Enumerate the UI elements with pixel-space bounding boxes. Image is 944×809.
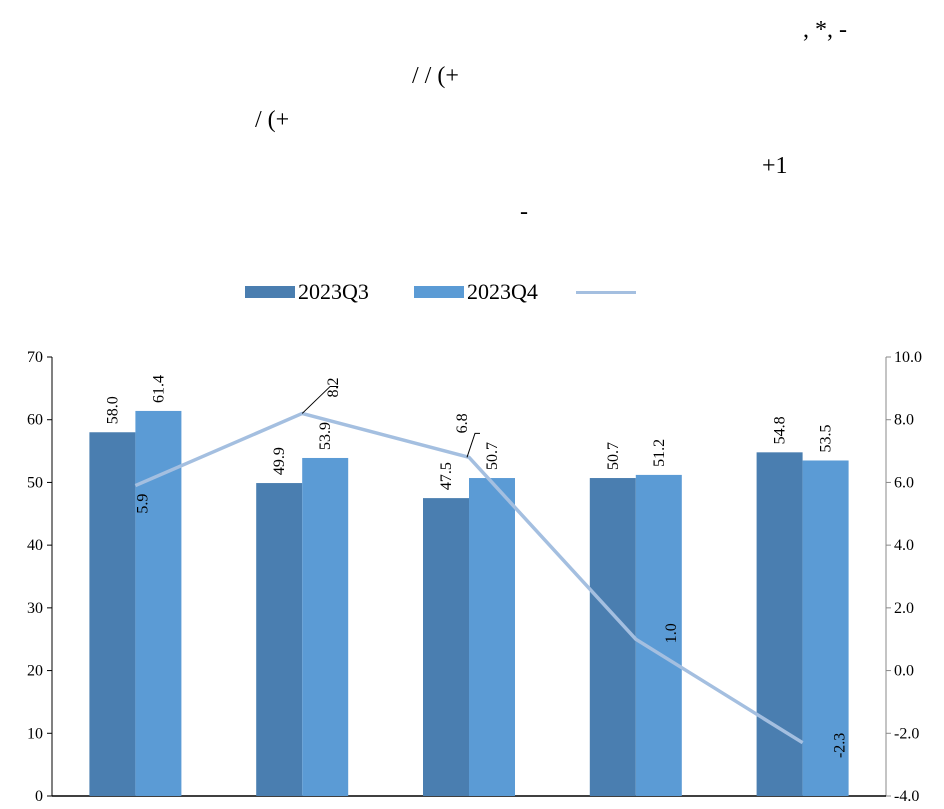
line-value-label: 1.0 bbox=[663, 623, 680, 643]
right-tick-label: 10.0 bbox=[894, 349, 922, 366]
left-tick-label: 70 bbox=[27, 349, 43, 366]
header-glyph-3: / (+ bbox=[255, 107, 290, 133]
bar-value-label: 58.0 bbox=[104, 396, 121, 424]
bar-value-label: 47.5 bbox=[438, 462, 455, 490]
line-label-leader bbox=[301, 385, 339, 414]
bar-value-label: 61.4 bbox=[150, 375, 167, 403]
right-tick-label: 4.0 bbox=[894, 537, 914, 554]
line-value-label: -2.3 bbox=[832, 733, 849, 758]
left-tick-label: 60 bbox=[27, 412, 43, 429]
right-tick-label: 6.0 bbox=[894, 474, 914, 491]
legend-swatch-line bbox=[576, 290, 636, 294]
legend-item-2023q3: 2023Q3 bbox=[245, 277, 369, 307]
bar-2023q4-4 bbox=[802, 460, 849, 796]
legend-item-line bbox=[576, 277, 636, 307]
bar-value-label: 54.8 bbox=[772, 416, 789, 444]
header-glyph-2: / / (+ bbox=[412, 63, 459, 89]
line-value-label: 6.8 bbox=[454, 413, 471, 433]
bar-value-label: 53.9 bbox=[317, 422, 334, 450]
bar-value-label: 50.7 bbox=[605, 442, 622, 470]
bar-line-chart: 0 10 20 30 40 50 60 70 -4.0 -2.0 0.0 2.0 4.0 6.0 8.0 10… bbox=[27, 349, 922, 805]
bar-2023q4-3 bbox=[635, 474, 682, 796]
legend-label-2023q4: 2023Q4 bbox=[467, 279, 538, 304]
legend-swatch-2023q3 bbox=[245, 286, 295, 298]
left-tick-label: 20 bbox=[27, 663, 43, 680]
bar-2023q3-0 bbox=[89, 432, 136, 796]
right-tick-label: 8.0 bbox=[894, 412, 914, 429]
line-value-label: 8.2 bbox=[325, 377, 342, 397]
bar-2023q3-2 bbox=[423, 498, 469, 796]
bar-2023q4-1 bbox=[302, 457, 349, 796]
bar-2023q3-3 bbox=[589, 478, 636, 796]
right-tick-label: 0.0 bbox=[894, 663, 914, 680]
bar-2023q3-4 bbox=[756, 452, 803, 796]
legend-swatch-2023q4 bbox=[414, 286, 464, 298]
left-tick-label: 40 bbox=[27, 537, 43, 554]
bar-value-label: 51.2 bbox=[651, 439, 668, 467]
line-series bbox=[134, 411, 804, 745]
header-glyph-4: +1 bbox=[762, 153, 788, 179]
bar-value-label: 49.9 bbox=[271, 447, 288, 475]
legend-item-2023q4: 2023Q4 bbox=[414, 277, 538, 307]
bar-2023q4-2 bbox=[469, 478, 515, 796]
bar-value-label: 53.5 bbox=[818, 424, 835, 452]
left-tick-label: 0 bbox=[35, 788, 43, 805]
chart-legend: 2023Q3 2023Q4 bbox=[0, 277, 944, 307]
legend-label-2023q3: 2023Q3 bbox=[298, 279, 369, 304]
header-glyph-5: - bbox=[520, 199, 528, 225]
bar-2023q3-1 bbox=[256, 483, 303, 796]
line-label-leader bbox=[466, 432, 480, 458]
left-tick-label: 50 bbox=[27, 474, 43, 491]
bar-value-label: 50.7 bbox=[484, 442, 501, 470]
left-tick-label: 30 bbox=[27, 600, 43, 617]
header-glyph-1: , *, - bbox=[803, 17, 847, 43]
right-tick-label: -2.0 bbox=[894, 725, 919, 742]
right-tick-label: 2.0 bbox=[894, 600, 914, 617]
left-tick-label: 10 bbox=[27, 725, 43, 742]
line-value-label: 5.9 bbox=[134, 494, 151, 514]
right-tick-label: -4.0 bbox=[894, 788, 919, 805]
